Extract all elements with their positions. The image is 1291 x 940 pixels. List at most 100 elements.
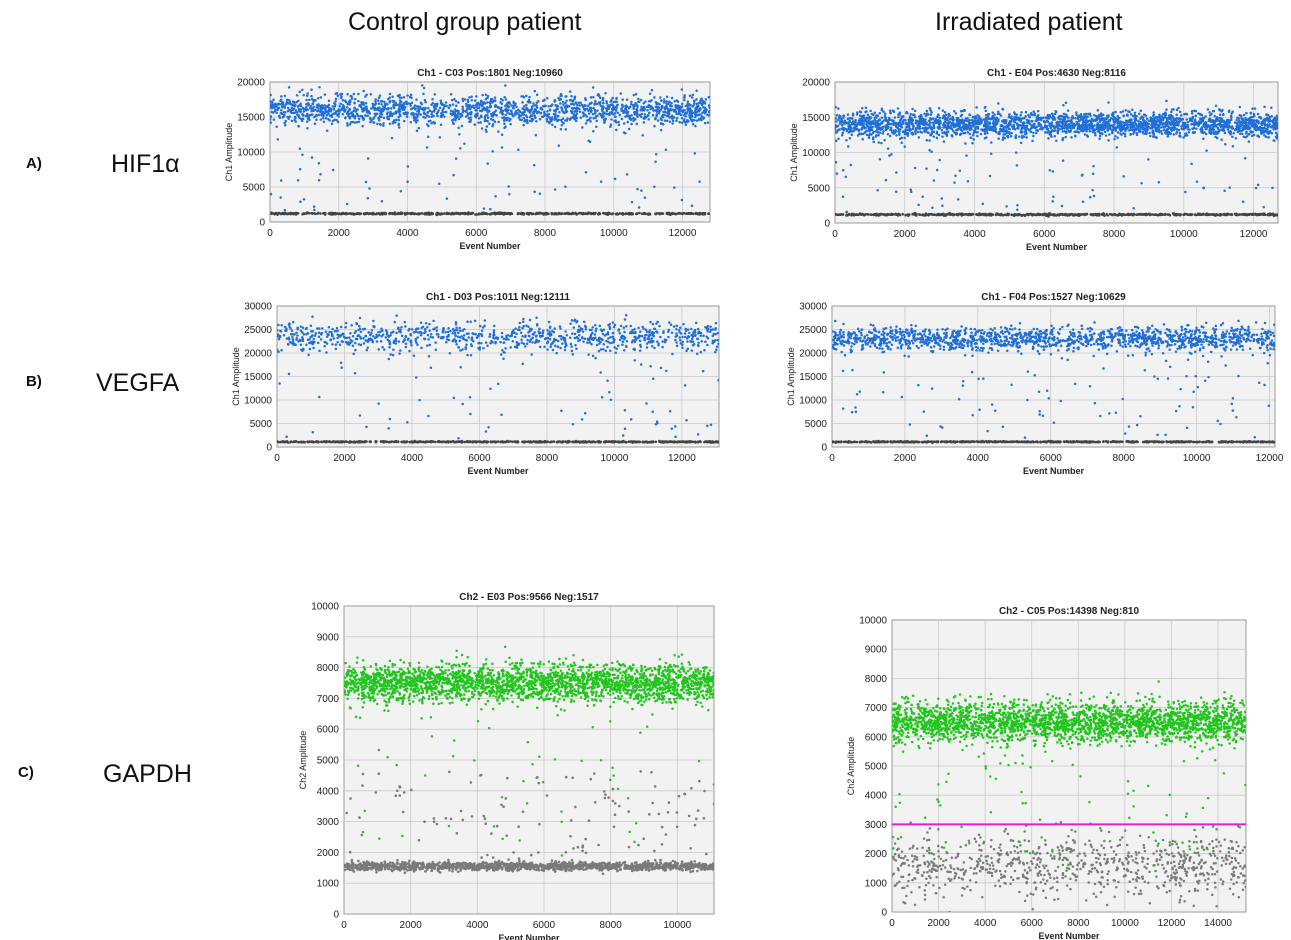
droplet [571,102,574,106]
droplet [685,212,688,215]
droplet [522,113,526,116]
row-b-tag: B) [26,373,42,390]
droplet [643,113,647,116]
droplet [654,160,657,164]
droplet [1104,134,1108,137]
droplet [1079,118,1083,121]
droplet [855,123,859,126]
droplet [682,211,686,215]
droplet [615,128,618,132]
droplet [1044,131,1047,134]
droplet [501,212,504,216]
droplet [476,106,479,109]
droplet [1095,114,1098,118]
droplet [1217,130,1221,133]
droplet [547,120,551,124]
droplet [480,127,484,130]
droplet [1210,112,1213,116]
droplet [905,123,908,126]
droplet [1069,126,1072,130]
droplet [699,108,702,112]
droplet [654,109,658,113]
droplet [1184,132,1187,135]
droplet [884,127,888,131]
droplet [600,105,604,108]
droplet [525,103,528,107]
droplet [456,114,459,118]
droplet [1056,126,1060,130]
droplet [512,107,515,110]
droplet [457,110,460,113]
droplet [1019,113,1022,117]
droplet [1053,116,1056,119]
droplet [485,125,489,128]
x-tick-label: 6000 [465,228,488,239]
droplet [654,212,657,215]
droplet [343,99,347,102]
droplet [650,106,654,109]
droplet [895,134,898,137]
droplet [846,145,850,148]
droplet [334,100,337,103]
droplet [1195,180,1199,183]
droplet [700,98,703,102]
droplet [441,113,445,117]
droplet [893,116,897,119]
droplet [1161,122,1164,126]
droplet [999,127,1002,131]
droplet [491,101,494,104]
droplet [1084,119,1088,123]
droplet [409,120,412,124]
droplet [535,106,539,110]
droplet [935,136,939,140]
droplet [608,111,612,114]
droplet [1250,131,1254,134]
droplet [635,110,639,114]
droplet [304,107,307,110]
droplet [323,211,327,215]
droplet [1247,125,1250,128]
droplet [890,131,894,134]
droplet [1150,123,1153,127]
droplet [665,119,669,122]
droplet [677,105,680,109]
droplet [1088,119,1091,123]
droplet [483,117,487,121]
droplet [410,101,414,105]
droplet [1058,114,1061,118]
droplet [991,111,995,114]
droplet [1164,123,1167,127]
droplet [680,102,684,106]
droplet [648,213,652,216]
droplet [507,185,510,188]
droplet [281,101,285,104]
droplet [529,100,532,104]
droplet [678,120,681,124]
droplet [348,103,351,106]
droplet [861,106,864,110]
droplet [586,119,589,122]
droplet [1060,125,1063,128]
droplet [491,150,494,153]
droplet [538,211,542,215]
droplet [941,204,944,208]
droplet [850,133,854,137]
droplet [1134,128,1137,132]
droplet [374,98,377,101]
droplet [1139,124,1143,127]
droplet [1078,127,1082,130]
droplet [350,97,354,100]
droplet [495,113,498,117]
droplet [1086,124,1090,127]
droplet [274,108,277,112]
x-tick-label: 2000 [328,228,351,239]
droplet [1064,101,1068,104]
droplet [528,95,531,99]
droplet [835,126,838,129]
droplet [686,100,690,103]
droplet [435,112,439,115]
droplet [672,110,676,113]
droplet [703,121,707,125]
droplet [527,98,531,102]
droplet [557,96,560,100]
